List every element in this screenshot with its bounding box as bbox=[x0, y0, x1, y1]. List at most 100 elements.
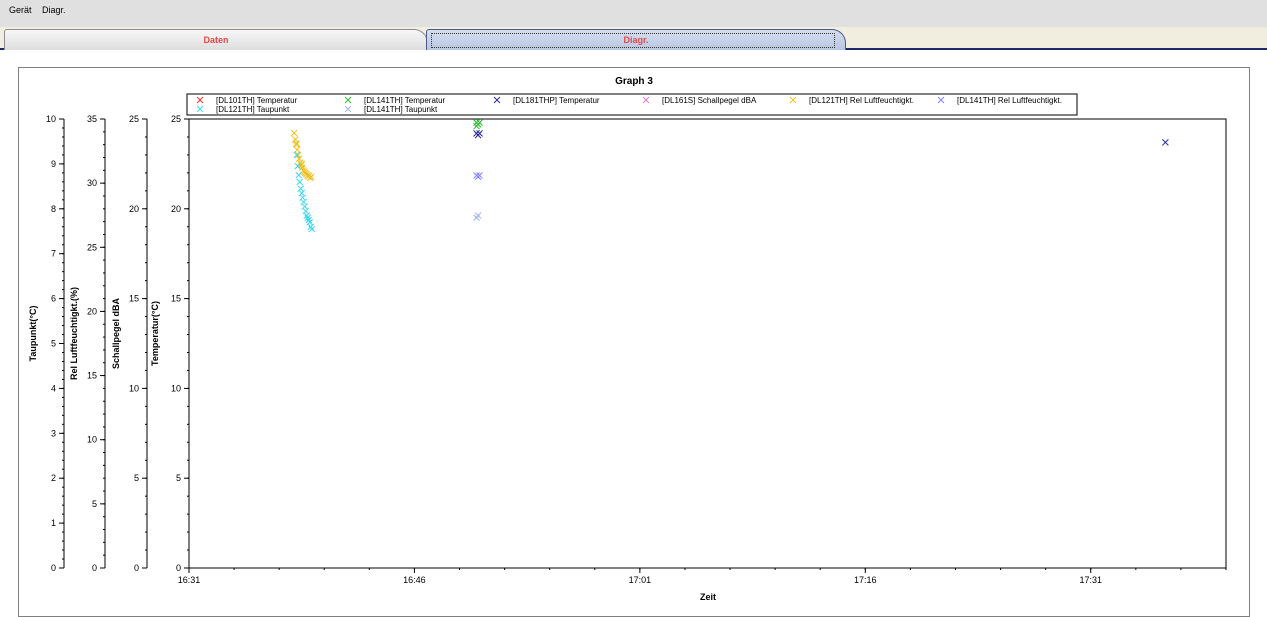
legend-label: [DL141TH] Rel Luftfeuchtigkt. bbox=[957, 96, 1062, 105]
data-point bbox=[291, 136, 299, 143]
series-dl181thp-temperatur bbox=[473, 130, 1169, 146]
y-tick-label: 6 bbox=[51, 294, 56, 304]
y-tick-label: 25 bbox=[171, 114, 181, 124]
data-point bbox=[290, 129, 298, 137]
legend-entry-dl161s-schallpegel-dba: [DL161S] Schallpegel dBA bbox=[642, 96, 757, 105]
plot-frame bbox=[188, 118, 1227, 569]
y-tick-label: 10 bbox=[46, 114, 56, 124]
y-tick-label: 3 bbox=[51, 428, 56, 438]
y-axis-label-temp: Temperatur(°C) bbox=[150, 301, 160, 366]
y-axis-label-dba: Schallpegel dBA bbox=[111, 297, 121, 369]
data-point bbox=[1162, 138, 1169, 146]
data-point bbox=[295, 155, 303, 163]
data-point bbox=[307, 223, 315, 231]
y-tick-label: 10 bbox=[129, 383, 139, 393]
x-tick-label: 16:31 bbox=[178, 575, 201, 585]
menu-item-diagr[interactable]: Diagr. bbox=[42, 5, 66, 15]
legend-marker bbox=[344, 105, 352, 113]
y-axis-tau: 0 1 2 3 4 5 6 7 8 9 10 Taupunkt(°C) bbox=[28, 114, 65, 573]
legend-entry-dl101th-temperatur: [DL101TH] Temperatur bbox=[196, 96, 298, 105]
y-tick-label: 8 bbox=[51, 204, 56, 214]
tab-daten-label: Daten bbox=[203, 35, 229, 45]
data-point bbox=[296, 178, 304, 186]
y-axis-dba: 0 5 10 15 20 25 Schallpegel dBA bbox=[111, 114, 148, 573]
series-dl141th-taupunkt bbox=[473, 212, 482, 222]
x-tick-label: 17:16 bbox=[854, 575, 877, 585]
x-tick-label: 17:31 bbox=[1079, 575, 1102, 585]
series-dl121th-taupunkt bbox=[293, 151, 316, 233]
y-tick-label: 0 bbox=[134, 563, 139, 573]
menu-item-geraet[interactable]: Gerät bbox=[9, 5, 32, 15]
series-dl141th-temperatur bbox=[473, 119, 483, 130]
data-point bbox=[295, 171, 303, 179]
data-point bbox=[476, 130, 483, 137]
data-point bbox=[293, 151, 301, 159]
data-point bbox=[293, 140, 301, 147]
y-axis-rel: 0 5 10 15 20 25 30 35 Rel Luftfeuchtigkt.(%) bbox=[69, 114, 106, 573]
y-tick-label: 10 bbox=[171, 383, 181, 393]
y-tick-label: 7 bbox=[51, 249, 56, 259]
x-axis-label: Zeit bbox=[700, 592, 716, 602]
chart-title: Graph 3 bbox=[615, 76, 653, 87]
legend-marker bbox=[196, 96, 204, 104]
y-axis-label-rel: Rel Luftfeuchtigkt.(%) bbox=[69, 287, 79, 380]
legend-entry-dl121th-rel-luftfeuchtigkt: [DL121TH] Rel Luftfeuchtigkt. bbox=[789, 96, 914, 105]
y-tick-label: 20 bbox=[171, 204, 181, 214]
y-tick-label: 9 bbox=[51, 159, 56, 169]
y-tick-label: 2 bbox=[51, 473, 56, 483]
data-point bbox=[294, 151, 302, 159]
data-point bbox=[305, 216, 313, 224]
series-dl141th-rel-luftfeuchtigkt bbox=[473, 172, 483, 181]
y-tick-label: 20 bbox=[87, 306, 97, 316]
y-tick-label: 0 bbox=[92, 563, 97, 573]
legend-label: [DL141TH] Taupunkt bbox=[364, 105, 438, 114]
legend-entry-dl141th-temperatur: [DL141TH] Temperatur bbox=[344, 96, 446, 105]
legend-box bbox=[186, 93, 1078, 116]
data-point bbox=[476, 172, 483, 179]
tab-strip: Daten Diagr. bbox=[0, 27, 1267, 50]
legend-marker bbox=[493, 96, 501, 104]
y-axes: 0 1 2 3 4 5 6 7 8 9 10 Taupunkt(°C) 0 5 10 15 20 25 30 35 Re… bbox=[28, 114, 190, 573]
y-axis-label-tau: Taupunkt(°C) bbox=[28, 306, 38, 362]
legend-entry-dl141th-rel-luftfeuchtigkt: [DL141TH] Rel Luftfeuchtigkt. bbox=[937, 96, 1062, 105]
tab-diagr-label: Diagr. bbox=[623, 35, 649, 45]
y-tick-label: 5 bbox=[92, 499, 97, 509]
chart-legend: [DL101TH] Temperatur [DL141TH] Temperatur… bbox=[186, 93, 1078, 116]
y-tick-label: 10 bbox=[87, 435, 97, 445]
data-point bbox=[303, 212, 311, 219]
legend-entry-dl141th-taupunkt: [DL141TH] Taupunkt bbox=[344, 105, 438, 114]
legend-label: [DL181THP] Temperatur bbox=[513, 96, 600, 105]
chart: Graph 3 [DL101TH] Temperatur [DL141TH] Te… bbox=[28, 76, 1227, 602]
legend-label: [DL121TH] Rel Luftfeuchtigkt. bbox=[809, 96, 914, 105]
y-tick-label: 5 bbox=[176, 473, 181, 483]
series-dl121th-rel-luftfeuchtigkt bbox=[290, 129, 315, 182]
y-tick-label: 25 bbox=[87, 242, 97, 252]
menu-bar: Gerät Diagr. bbox=[0, 0, 1267, 27]
legend-marker bbox=[937, 96, 945, 104]
data-marks bbox=[290, 119, 1169, 233]
y-tick-label: 15 bbox=[171, 294, 181, 304]
data-point bbox=[474, 121, 482, 128]
legend-entry-dl121th-taupunkt: [DL121TH] Taupunkt bbox=[196, 105, 290, 114]
y-tick-label: 15 bbox=[87, 371, 97, 381]
y-tick-label: 5 bbox=[134, 473, 139, 483]
legend-marker bbox=[789, 96, 797, 104]
y-tick-label: 0 bbox=[51, 563, 56, 573]
y-tick-label: 5 bbox=[51, 339, 56, 349]
legend-marker bbox=[196, 105, 204, 113]
legend-label: [DL121TH] Taupunkt bbox=[216, 105, 290, 114]
legend-entry-dl181thp-temperatur: [DL181THP] Temperatur bbox=[493, 96, 600, 105]
data-point bbox=[474, 212, 482, 219]
legend-label: [DL161S] Schallpegel dBA bbox=[662, 96, 757, 105]
data-point bbox=[304, 214, 312, 222]
y-tick-label: 35 bbox=[87, 114, 97, 124]
legend-label: [DL141TH] Temperatur bbox=[364, 96, 446, 105]
y-tick-label: 4 bbox=[51, 383, 56, 393]
y-tick-label: 1 bbox=[51, 518, 56, 528]
y-tick-label: 25 bbox=[129, 114, 139, 124]
y-tick-label: 20 bbox=[129, 204, 139, 214]
legend-marker bbox=[344, 96, 352, 104]
legend-marker bbox=[642, 96, 650, 104]
y-tick-label: 0 bbox=[176, 563, 181, 573]
data-point bbox=[298, 160, 306, 168]
